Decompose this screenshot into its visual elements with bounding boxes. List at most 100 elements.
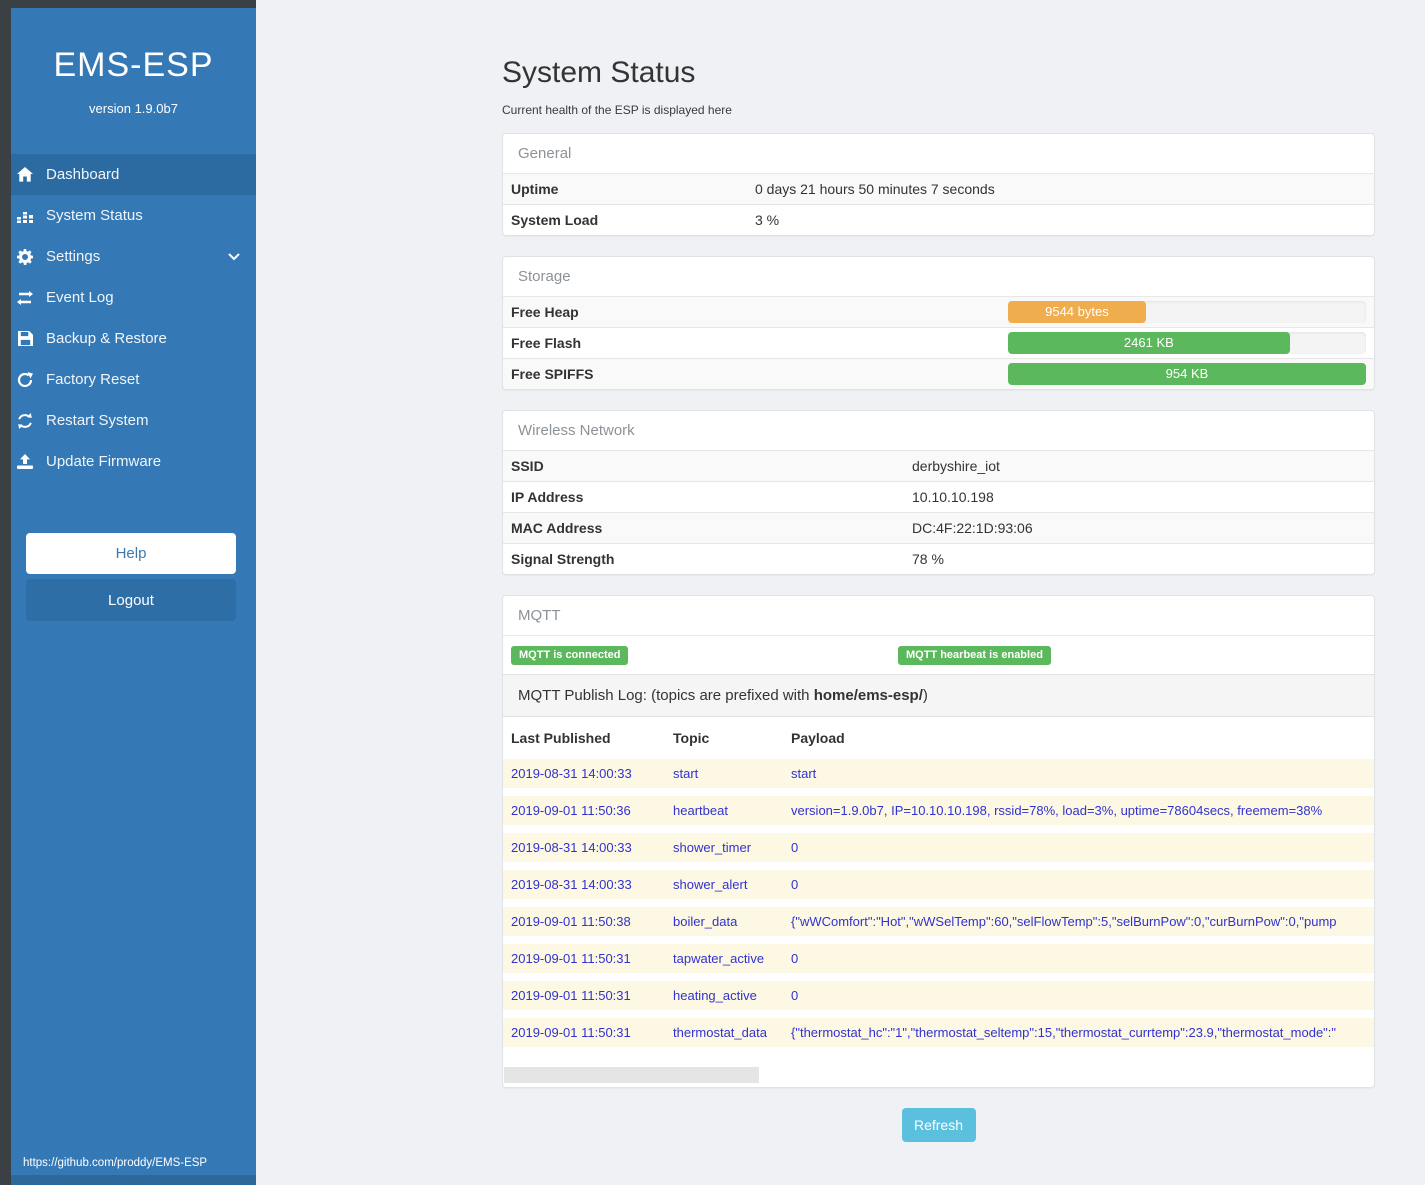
log-time: 2019-09-01 11:50:31 bbox=[511, 1025, 631, 1040]
mqtt-log-row: 2019-09-01 11:50:38 boiler_data {"wWComfor… bbox=[503, 907, 1374, 936]
table-row: IP Address 10.10.10.198 bbox=[503, 481, 1374, 512]
github-link[interactable]: https://github.com/proddy/EMS-ESP bbox=[23, 1157, 208, 1169]
log-time: 2019-08-31 14:00:33 bbox=[511, 877, 632, 892]
sidebar-item-label: Restart System bbox=[46, 412, 149, 429]
mqtt-log-row: 2019-08-31 14:00:33 shower_alert 0 bbox=[503, 870, 1374, 899]
sidebar-item-restart-system[interactable]: Restart System bbox=[11, 400, 256, 441]
mqtt-badges: MQTT is connected MQTT hearbeat is enable… bbox=[503, 636, 1374, 674]
badge-cell: MQTT is connected bbox=[511, 645, 898, 665]
general-panel-heading: General bbox=[503, 134, 1374, 174]
storage-rows: Free Heap 9544 bytes Free Flash 2461 KB Free… bbox=[503, 297, 1374, 389]
log-topic: heartbeat bbox=[673, 803, 728, 818]
row-value: DC:4F:22:1D:93:06 bbox=[912, 520, 1033, 536]
home-icon bbox=[17, 167, 33, 182]
log-payload: 0 bbox=[791, 988, 799, 1003]
log-payload: 0 bbox=[791, 951, 799, 966]
table-row: MAC Address DC:4F:22:1D:93:06 bbox=[503, 512, 1374, 543]
factory-reset-icon bbox=[17, 371, 33, 388]
refresh-button[interactable]: Refresh bbox=[901, 1108, 976, 1142]
table-row: Free Flash 2461 KB bbox=[503, 327, 1374, 358]
sidebar-footer-strip bbox=[11, 1175, 256, 1185]
mqtt-publish-log-label: MQTT Publish Log: (topics are prefixed w… bbox=[503, 674, 1374, 717]
main-content: System Status Current health of the ESP … bbox=[502, 0, 1375, 1142]
log-topic: boiler_data bbox=[673, 914, 738, 929]
general-panel: General Uptime 0 days 21 hours 50 minutes… bbox=[502, 133, 1375, 236]
sidebar-item-label: Settings bbox=[46, 248, 101, 265]
sidebar-item-factory-reset[interactable]: Factory Reset bbox=[11, 359, 256, 400]
badge-cell: MQTT hearbeat is enabled bbox=[898, 645, 1051, 665]
log-payload: {"wWComfort":"Hot","wWSelTemp":60,"selFl… bbox=[791, 914, 1337, 929]
mqtt-panel: MQTT MQTT is connected MQTT hearbeat is e… bbox=[502, 595, 1375, 1088]
storage-panel: Storage Free Heap 9544 bytes Free Flash 246… bbox=[502, 256, 1375, 390]
column-header-payload: Payload bbox=[791, 730, 845, 746]
page-subtitle: Current health of the ESP is displayed h… bbox=[502, 103, 732, 117]
log-topic: heating_active bbox=[673, 988, 757, 1003]
sidebar-item-label: Dashboard bbox=[46, 166, 120, 183]
row-label: Uptime bbox=[511, 181, 559, 197]
sidebar-item-dashboard[interactable]: Dashboard bbox=[11, 154, 256, 195]
table-row: Free Heap 9544 bytes bbox=[503, 297, 1374, 327]
sidebar-item-system-status[interactable]: System Status bbox=[11, 195, 256, 236]
row-label: IP Address bbox=[511, 489, 584, 505]
log-time: 2019-09-01 11:50:31 bbox=[511, 951, 631, 966]
wireless-rows: SSID derbyshire_iot IP Address 10.10.10.198… bbox=[503, 451, 1374, 574]
log-time: 2019-08-31 14:00:33 bbox=[511, 840, 632, 855]
wireless-panel-heading: Wireless Network bbox=[503, 411, 1374, 451]
chevron-down-icon bbox=[228, 252, 240, 261]
log-time: 2019-09-01 11:50:36 bbox=[511, 803, 631, 818]
sidebar-item-update-firmware[interactable]: Update Firmware bbox=[11, 441, 256, 482]
progress-track: 9544 bytes bbox=[1008, 301, 1366, 323]
row-label: MAC Address bbox=[511, 520, 603, 536]
mqtt-log-row: 2019-09-01 11:50:31 thermostat_data {"ther… bbox=[503, 1018, 1374, 1047]
help-button[interactable]: Help bbox=[26, 533, 236, 574]
gear-icon bbox=[17, 248, 33, 265]
log-topic: thermostat_data bbox=[673, 1025, 767, 1040]
horizontal-scrollbar bbox=[504, 1067, 1373, 1083]
sidebar-item-backup-restore[interactable]: Backup & Restore bbox=[11, 318, 256, 359]
log-time: 2019-09-01 11:50:31 bbox=[511, 988, 631, 1003]
row-value: 10.10.10.198 bbox=[912, 489, 994, 505]
table-row: Free SPIFFS 954 KB bbox=[503, 358, 1374, 389]
table-row: SSID derbyshire_iot bbox=[503, 451, 1374, 481]
mqtt-panel-heading: MQTT bbox=[503, 596, 1374, 636]
progress-track: 2461 KB bbox=[1008, 332, 1366, 354]
sidebar-item-label: Factory Reset bbox=[46, 371, 140, 388]
row-label: SSID bbox=[511, 458, 544, 474]
storage-panel-heading: Storage bbox=[503, 257, 1374, 297]
sidebar-item-label: Event Log bbox=[46, 289, 114, 306]
log-payload: version=1.9.0b7, IP=10.10.10.198, rssid=… bbox=[791, 803, 1323, 818]
restart-icon bbox=[17, 412, 33, 429]
log-topic: start bbox=[673, 766, 699, 781]
sidebar-item-label: Update Firmware bbox=[46, 453, 162, 470]
log-topic: shower_timer bbox=[673, 840, 752, 855]
column-header-topic: Topic bbox=[673, 730, 710, 746]
row-label: Free SPIFFS bbox=[511, 366, 594, 382]
row-value: 3 % bbox=[755, 212, 780, 228]
sidebar-item-settings[interactable]: Settings bbox=[11, 236, 256, 277]
sidebar-item-label: Backup & Restore bbox=[46, 330, 167, 347]
progress-bar: 9544 bytes bbox=[1008, 301, 1146, 323]
status-badge: MQTT hearbeat is enabled bbox=[898, 646, 1051, 665]
logout-button[interactable]: Logout bbox=[26, 579, 236, 621]
mqtt-log-row: 2019-09-01 11:50:36 heartbeat version=1.9.… bbox=[503, 796, 1374, 825]
save-icon bbox=[17, 331, 33, 346]
sidebar-item-event-log[interactable]: Event Log bbox=[11, 277, 256, 318]
progress-track: 954 KB bbox=[1008, 363, 1366, 385]
mqtt-table-header: Last Published Topic Payload bbox=[503, 717, 1374, 759]
wireless-panel: Wireless Network SSID derbyshire_iot IP Ad… bbox=[502, 410, 1375, 575]
progress-bar: 2461 KB bbox=[1008, 332, 1290, 354]
page-title: System Status bbox=[502, 56, 696, 89]
progress-bar: 954 KB bbox=[1008, 363, 1366, 385]
column-header-last-published: Last Published bbox=[511, 730, 611, 746]
mqtt-publish-log-suffix: ) bbox=[922, 687, 928, 704]
sidebar-item-label: System Status bbox=[46, 207, 143, 224]
log-payload: 0 bbox=[791, 877, 799, 892]
table-row: System Load 3 % bbox=[503, 204, 1374, 235]
mqtt-log-row: 2019-08-31 14:00:33 start start bbox=[503, 759, 1374, 788]
general-rows: Uptime 0 days 21 hours 50 minutes 7 secon… bbox=[503, 174, 1374, 235]
mqtt-topic-prefix: home/ems-esp/ bbox=[813, 687, 923, 704]
row-value: 0 days 21 hours 50 minutes 7 seconds bbox=[755, 181, 995, 197]
sidebar-nav: Dashboard System Status Settings Event Log B… bbox=[11, 154, 256, 482]
horizontal-scrollbar-thumb[interactable] bbox=[504, 1067, 759, 1083]
row-label: System Load bbox=[511, 212, 599, 228]
